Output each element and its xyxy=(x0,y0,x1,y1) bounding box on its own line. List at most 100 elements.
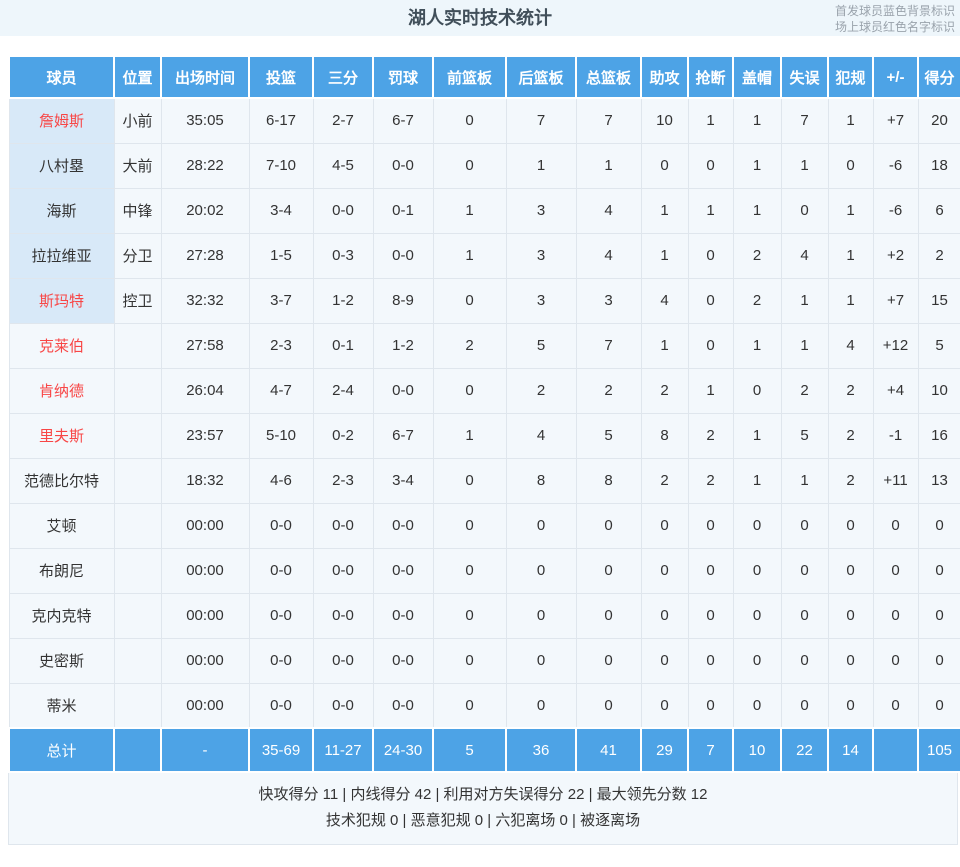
stat-cell: 1 xyxy=(732,142,782,189)
stat-cell: 0 xyxy=(432,637,507,684)
stat-cell: 3-7 xyxy=(248,277,314,324)
stat-cell: 7 xyxy=(575,97,642,144)
player-name-cell: 克莱伯 xyxy=(8,322,115,369)
stat-cell: 0 xyxy=(827,637,874,684)
stat-cell xyxy=(113,682,162,729)
stat-cell: 0 xyxy=(780,187,829,234)
stat-cell: 1 xyxy=(827,97,874,144)
stat-cell: 4 xyxy=(827,322,874,369)
stat-cell: 0 xyxy=(917,502,960,549)
total-stat-cell xyxy=(113,727,162,773)
stat-cell: 0 xyxy=(575,637,642,684)
total-stat-cell: 41 xyxy=(575,727,642,773)
stat-cell: 6-7 xyxy=(372,412,434,459)
stat-cell: 1 xyxy=(732,187,782,234)
stat-cell: 1 xyxy=(640,232,689,279)
stat-cell: 0 xyxy=(432,142,507,189)
stat-cell: 0 xyxy=(780,592,829,639)
stat-cell: -6 xyxy=(872,187,919,234)
stat-cell: 1 xyxy=(505,142,577,189)
total-stat-cell: 22 xyxy=(780,727,829,773)
stat-cell: 1-2 xyxy=(312,277,374,324)
stat-cell: 0 xyxy=(732,637,782,684)
column-header: 犯规 xyxy=(827,55,874,99)
stat-cell: 5 xyxy=(575,412,642,459)
team-stats-footer: 快攻得分 11 | 内线得分 42 | 利用对方失误得分 22 | 最大领先分数… xyxy=(8,773,958,845)
stat-cell xyxy=(113,592,162,639)
stat-cell: 0-0 xyxy=(372,502,434,549)
stat-cell: 4 xyxy=(505,412,577,459)
stat-cell: 8 xyxy=(640,412,689,459)
stat-cell: 0 xyxy=(732,682,782,729)
stat-cell: 0 xyxy=(872,682,919,729)
stat-cell: 1-5 xyxy=(248,232,314,279)
stat-cell: 0 xyxy=(687,142,734,189)
stat-cell: 0 xyxy=(575,502,642,549)
stat-cell: 0-0 xyxy=(312,592,374,639)
column-header: 前篮板 xyxy=(432,55,507,99)
stat-cell: 0 xyxy=(575,547,642,594)
stat-cell: 0 xyxy=(827,502,874,549)
stat-cell: 1 xyxy=(780,322,829,369)
stat-cell: 7 xyxy=(505,97,577,144)
total-stat-cell: 14 xyxy=(827,727,874,773)
stat-cell: 0-1 xyxy=(312,322,374,369)
player-name-cell: 蒂米 xyxy=(8,682,115,729)
stat-cell: 0 xyxy=(640,502,689,549)
stat-cell: 2 xyxy=(732,232,782,279)
stat-cell: 0-0 xyxy=(312,502,374,549)
player-row: 范德比尔特 18:32 4-6 2-3 3-4 0 8 8 2 2 1 1 2 +11 13 xyxy=(8,457,960,504)
stat-cell: 0-0 xyxy=(372,232,434,279)
stat-cell: 0-0 xyxy=(372,682,434,729)
stat-cell: 2-7 xyxy=(312,97,374,144)
stat-cell: 0 xyxy=(640,592,689,639)
stat-cell: 小前 xyxy=(113,97,162,144)
stat-cell: 1 xyxy=(827,187,874,234)
stat-cell: 2 xyxy=(827,367,874,414)
player-row: 布朗尼 00:00 0-0 0-0 0-0 0 0 0 0 0 0 0 0 0 0 xyxy=(8,547,960,594)
stat-cell: 0 xyxy=(687,637,734,684)
stat-cell: 6-7 xyxy=(372,97,434,144)
stat-cell: 1 xyxy=(687,97,734,144)
footer-line-2: 技术犯规 0 | 恶意犯规 0 | 六犯离场 0 | 被逐离场 xyxy=(325,812,641,829)
column-header: 助攻 xyxy=(640,55,689,99)
stat-cell: 0-0 xyxy=(248,682,314,729)
stat-cell: 28:22 xyxy=(160,142,250,189)
stat-cell xyxy=(113,502,162,549)
stat-cell: 8 xyxy=(575,457,642,504)
stat-cell: 0 xyxy=(505,592,577,639)
stat-cell: 3-4 xyxy=(372,457,434,504)
stat-cell: 0 xyxy=(872,592,919,639)
total-stat-cell: 35-69 xyxy=(248,727,314,773)
stat-cell: 2 xyxy=(827,412,874,459)
player-row: 史密斯 00:00 0-0 0-0 0-0 0 0 0 0 0 0 0 0 0 0 xyxy=(8,637,960,684)
stat-cell: 10 xyxy=(640,97,689,144)
stat-cell: 0 xyxy=(687,322,734,369)
stat-cell: 32:32 xyxy=(160,277,250,324)
stat-cell: 2 xyxy=(780,367,829,414)
total-label-cell: 总计 xyxy=(8,727,115,773)
player-row: 里夫斯 23:57 5-10 0-2 6-7 1 4 5 8 2 1 5 2 -1 16 xyxy=(8,412,960,459)
total-stat-cell: 105 xyxy=(917,727,960,773)
stat-cell: 0-1 xyxy=(372,187,434,234)
stat-cell: 0-0 xyxy=(312,637,374,684)
stat-cell xyxy=(113,637,162,684)
stat-cell: 0 xyxy=(827,547,874,594)
header-bar: 湖人实时技术统计 首发球员蓝色背景标识 场上球员红色名字标识 xyxy=(0,0,960,36)
stat-cell: 1 xyxy=(432,232,507,279)
stat-cell: 0 xyxy=(827,592,874,639)
stat-cell: 0-0 xyxy=(312,682,374,729)
stat-cell: +2 xyxy=(872,232,919,279)
stat-cell: 0 xyxy=(917,637,960,684)
stat-cell: 0 xyxy=(917,592,960,639)
stat-cell: 4 xyxy=(575,187,642,234)
stat-cell: 2-4 xyxy=(312,367,374,414)
stat-cell: 0-0 xyxy=(248,637,314,684)
column-header: 盖帽 xyxy=(732,55,782,99)
stat-cell: 0-2 xyxy=(312,412,374,459)
player-row: 八村塁 大前 28:22 7-10 4-5 0-0 0 1 1 0 0 1 1 0 -6 18 xyxy=(8,142,960,189)
stat-cell: 0 xyxy=(687,502,734,549)
stat-cell: 23:57 xyxy=(160,412,250,459)
stat-cell: 4 xyxy=(780,232,829,279)
stat-cell: 0 xyxy=(780,547,829,594)
